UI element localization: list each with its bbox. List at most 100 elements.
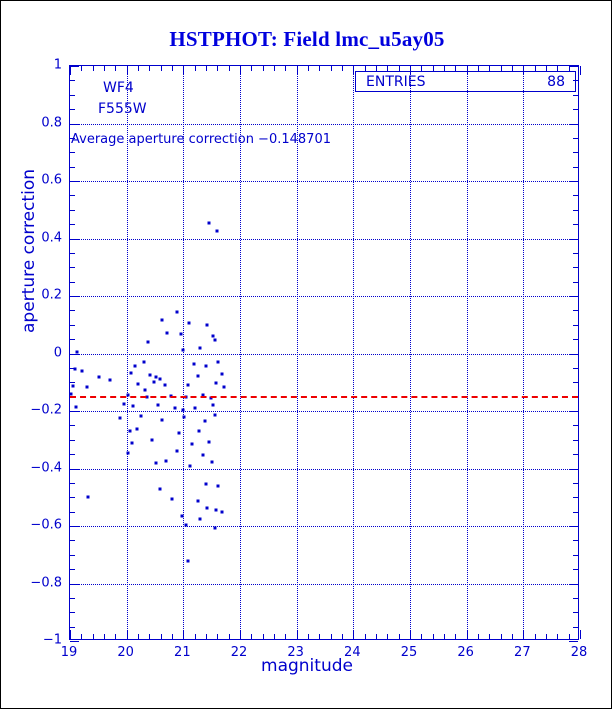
x-axis-minor-tick xyxy=(308,634,309,639)
y-axis-tick xyxy=(70,238,79,240)
y-axis-minor-tick xyxy=(573,267,578,269)
x-axis-minor-tick xyxy=(478,634,479,639)
scatter-point xyxy=(85,385,89,389)
scatter-point xyxy=(190,442,194,446)
scatter-point xyxy=(122,402,126,406)
y-axis-minor-tick xyxy=(70,267,75,269)
y-axis-minor-tick xyxy=(573,554,578,556)
scatter-point xyxy=(108,378,112,382)
gridline-vertical xyxy=(353,66,355,639)
scatter-point xyxy=(187,321,191,325)
y-axis-minor-tick xyxy=(573,152,578,154)
x-axis-tick xyxy=(70,630,71,639)
x-axis-minor-tick xyxy=(228,66,230,71)
x-axis-minor-tick xyxy=(262,634,264,639)
scatter-point xyxy=(118,416,122,420)
x-axis-minor-tick xyxy=(489,66,491,71)
filter-label: F555W xyxy=(98,101,147,117)
x-axis-tick xyxy=(410,630,411,639)
scatter-point xyxy=(216,484,220,488)
x-axis-minor-tick xyxy=(217,66,219,71)
y-axis-tick-label: −0.4 xyxy=(30,460,62,475)
y-axis-minor-tick xyxy=(70,94,75,96)
y-axis-tick xyxy=(70,66,79,67)
x-axis-minor-tick xyxy=(138,634,139,639)
scatter-point xyxy=(198,517,202,521)
x-axis-minor-tick xyxy=(398,66,400,71)
x-axis-minor-tick xyxy=(115,66,117,71)
y-axis-minor-tick xyxy=(70,454,75,456)
x-axis-tick xyxy=(353,66,355,75)
y-axis-minor-tick xyxy=(70,482,75,484)
x-axis-minor-tick xyxy=(364,634,366,639)
scatter-point xyxy=(196,499,199,503)
x-axis-minor-tick xyxy=(217,634,219,639)
x-axis-minor-tick xyxy=(92,634,94,639)
y-axis-minor-tick xyxy=(573,109,578,111)
y-axis-tick xyxy=(569,181,578,182)
x-axis-minor-tick xyxy=(376,66,377,71)
x-axis-tick xyxy=(183,66,185,75)
gridline-vertical xyxy=(183,66,185,639)
scatter-point xyxy=(207,221,211,225)
y-axis-minor-tick xyxy=(573,540,578,542)
x-axis-tick xyxy=(70,66,71,75)
y-axis-minor-tick xyxy=(573,281,578,283)
scatter-point xyxy=(222,385,226,389)
x-axis-minor-tick xyxy=(138,66,139,71)
x-axis-minor-tick xyxy=(319,66,321,71)
scatter-point xyxy=(158,487,162,491)
y-axis-minor-tick xyxy=(573,224,578,226)
y-axis-tick-label: −0.6 xyxy=(30,517,62,533)
y-axis-tick-label: 0.8 xyxy=(41,115,62,130)
x-axis-minor-tick xyxy=(534,634,536,639)
gridline-vertical xyxy=(466,66,468,639)
scatter-point xyxy=(126,393,130,397)
scatter-point xyxy=(130,441,134,445)
y-axis-tick xyxy=(569,468,578,470)
scatter-point xyxy=(163,383,167,387)
gridline-vertical xyxy=(240,66,241,639)
x-axis-minor-tick xyxy=(557,66,559,71)
scatter-point xyxy=(128,429,131,433)
y-axis-minor-tick xyxy=(573,454,578,456)
x-axis-tick xyxy=(126,66,128,75)
x-axis-minor-tick xyxy=(455,66,457,71)
x-axis-minor-tick xyxy=(228,634,230,639)
scatter-point xyxy=(165,331,169,335)
scatter-point xyxy=(175,310,179,314)
x-axis-minor-tick xyxy=(330,634,332,639)
y-axis-minor-tick xyxy=(573,137,578,139)
x-axis-minor-tick xyxy=(92,66,94,71)
scatter-point xyxy=(216,360,220,364)
y-axis-minor-tick xyxy=(573,425,578,427)
x-axis-tick xyxy=(410,66,411,75)
y-axis-minor-tick xyxy=(573,569,578,571)
x-axis-tick-label: 20 xyxy=(117,645,134,660)
x-axis-tick xyxy=(523,66,525,75)
x-axis-minor-tick xyxy=(342,66,343,71)
plot-area: WF4 F555W Average aperture correction −0… xyxy=(69,65,581,642)
x-axis-title: magnitude xyxy=(261,656,353,676)
gridline-horizontal xyxy=(70,468,578,470)
y-axis-minor-tick xyxy=(70,425,75,427)
scatter-point xyxy=(207,440,211,444)
scatter-point xyxy=(170,497,174,501)
average-correction-text: Average aperture correction −0.148701 xyxy=(71,132,331,147)
x-axis-minor-tick xyxy=(364,66,366,71)
x-axis-minor-tick xyxy=(342,634,343,639)
y-axis-title: aperture correction xyxy=(19,169,39,333)
x-axis-tick xyxy=(466,630,468,639)
entries-value: 88 xyxy=(547,74,565,90)
x-axis-minor-tick xyxy=(285,634,287,639)
y-axis-minor-tick xyxy=(70,367,75,369)
x-axis-minor-tick xyxy=(444,66,445,71)
scatter-point xyxy=(181,348,185,352)
scatter-point xyxy=(184,523,188,527)
scatter-point xyxy=(198,346,202,350)
scatter-point xyxy=(160,318,164,322)
x-axis-minor-tick xyxy=(512,634,513,639)
scatter-point xyxy=(177,431,181,435)
x-axis-tick-label: 28 xyxy=(570,645,588,660)
scatter-point xyxy=(180,514,184,518)
